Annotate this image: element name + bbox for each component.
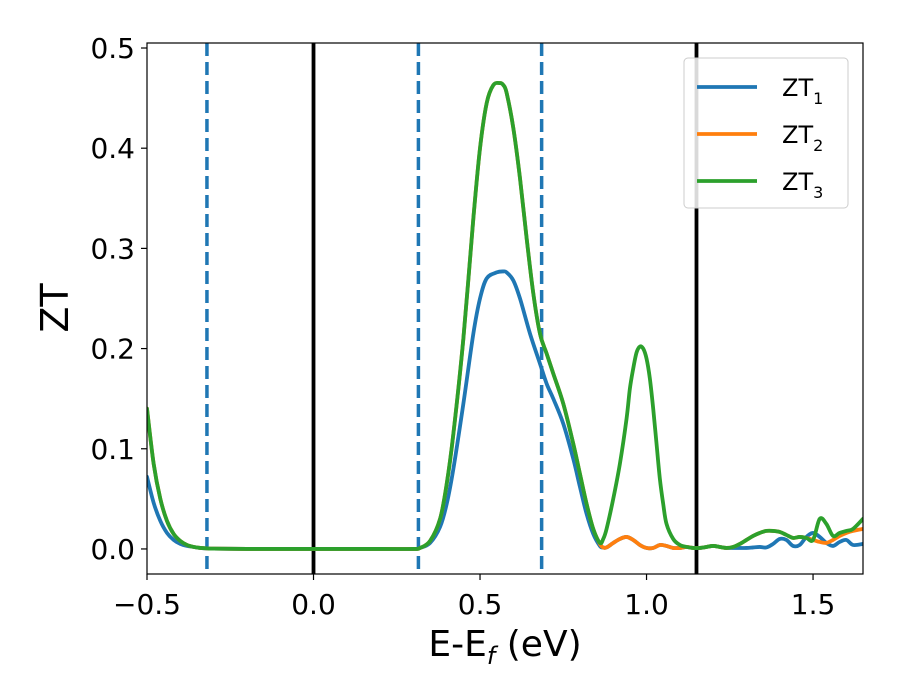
y-tick-label: 0.2 — [90, 333, 135, 366]
y-tick-label: 0.3 — [90, 232, 135, 265]
series-lines — [147, 80, 863, 551]
y-axis-label: ZT — [33, 283, 77, 333]
legend-entries: ZT1 ZT2 ZT3 — [697, 74, 823, 202]
x-tick-label: 1.0 — [624, 588, 669, 621]
legend: ZT1 ZT2 ZT3 — [683, 57, 849, 209]
plot-frame — [146, 42, 864, 575]
y-tick-label: 0.5 — [90, 32, 135, 65]
y-tick-label: 0.1 — [90, 433, 135, 466]
y-axis-ticks: 0.0 0.1 0.2 0.3 0.4 0.5 — [90, 32, 147, 566]
x-tick-label: 1.5 — [791, 588, 836, 621]
legend-label-zt1: ZT1 — [782, 74, 823, 108]
legend-box — [683, 57, 849, 209]
x-tick-label: 0.0 — [291, 588, 336, 621]
x-axis-label-unit: (eV) — [495, 624, 581, 665]
x-axis-ticks: −0.5 0.0 0.5 1.0 1.5 — [113, 574, 835, 621]
series-line-zt3 — [147, 80, 863, 551]
reference-lines — [205, 43, 699, 574]
x-axis-label-main: E-E — [428, 624, 486, 665]
x-tick-label: −0.5 — [113, 588, 181, 621]
x-tick-label: 0.5 — [458, 588, 503, 621]
legend-label-zt2: ZT2 — [782, 121, 823, 155]
legend-label-zt3: ZT3 — [782, 168, 823, 202]
y-tick-label: 0.0 — [90, 533, 135, 566]
series-line-zt1 — [147, 269, 863, 551]
y-tick-label: 0.4 — [90, 132, 135, 165]
x-axis-label: E-Ef (eV) — [428, 624, 581, 670]
